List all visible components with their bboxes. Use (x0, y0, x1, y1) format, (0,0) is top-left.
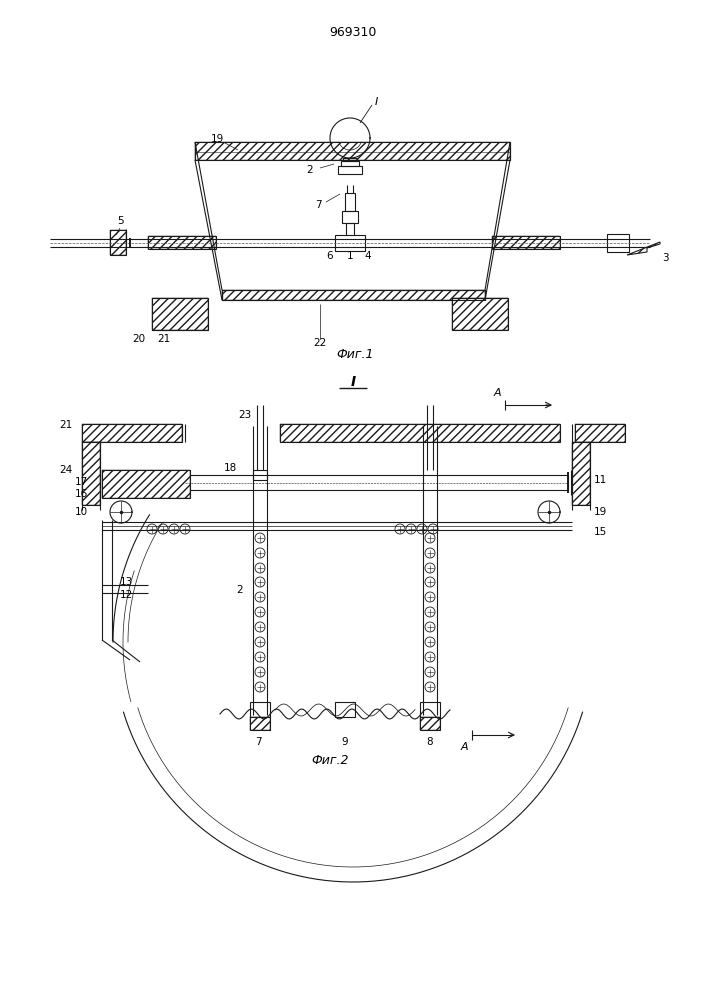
Bar (572, 442, 590, 505)
Text: 18: 18 (223, 463, 237, 473)
Bar (253, 470, 267, 480)
Text: 22: 22 (313, 338, 327, 348)
Text: 12: 12 (119, 590, 133, 600)
Bar (420, 702, 440, 717)
Bar (452, 298, 508, 330)
Text: 1: 1 (346, 251, 354, 261)
Text: 15: 15 (593, 527, 607, 537)
Bar (195, 142, 510, 160)
Bar (222, 290, 485, 300)
Bar (338, 166, 362, 174)
Bar (341, 161, 359, 166)
Bar (335, 702, 355, 717)
Bar (152, 298, 208, 330)
Text: 5: 5 (117, 216, 123, 226)
Bar (110, 230, 126, 255)
Text: 8: 8 (427, 737, 433, 747)
Text: 17: 17 (75, 477, 88, 487)
Bar (492, 236, 560, 249)
Bar (607, 234, 629, 252)
Bar (195, 142, 510, 160)
Text: 7: 7 (255, 737, 262, 747)
Text: A: A (460, 742, 468, 752)
Bar (82, 442, 100, 505)
Text: 3: 3 (662, 253, 668, 263)
Bar (492, 236, 560, 249)
Bar (185, 475, 568, 490)
Bar (148, 236, 216, 249)
Text: 21: 21 (158, 334, 170, 344)
Bar (222, 290, 485, 300)
Bar (250, 702, 270, 717)
Text: A: A (493, 388, 501, 398)
Text: 20: 20 (132, 334, 145, 344)
Text: 23: 23 (238, 410, 252, 420)
Bar (572, 442, 590, 505)
Polygon shape (627, 242, 660, 255)
Bar (420, 717, 440, 730)
Bar (82, 424, 182, 442)
Bar (342, 211, 358, 223)
Bar (110, 230, 126, 255)
Bar (343, 158, 357, 161)
Text: Фиг.2: Фиг.2 (311, 754, 349, 766)
Bar (250, 717, 270, 730)
Text: Фиг.1: Фиг.1 (337, 349, 374, 361)
Bar (82, 442, 100, 505)
Bar (148, 236, 216, 249)
Text: 24: 24 (60, 465, 73, 475)
Bar (575, 424, 625, 442)
Text: 4: 4 (365, 251, 371, 261)
Text: I: I (351, 375, 356, 389)
Bar (102, 470, 190, 498)
Text: 6: 6 (327, 251, 333, 261)
Text: 13: 13 (119, 577, 133, 587)
Text: I: I (375, 97, 378, 107)
Text: 2: 2 (237, 585, 243, 595)
Text: 19: 19 (211, 134, 223, 144)
Text: 11: 11 (593, 475, 607, 485)
Text: 7: 7 (315, 200, 321, 210)
Text: 16: 16 (75, 489, 88, 499)
Bar (102, 470, 190, 498)
Bar (345, 193, 355, 211)
Bar (335, 235, 365, 251)
Text: 10: 10 (75, 507, 88, 517)
Text: 969310: 969310 (329, 25, 377, 38)
Text: 19: 19 (593, 507, 607, 517)
Bar (575, 424, 625, 442)
Bar (420, 717, 440, 730)
Bar (280, 424, 560, 442)
Text: 9: 9 (341, 737, 349, 747)
Bar (452, 298, 508, 330)
Bar (152, 298, 208, 330)
Text: 21: 21 (59, 420, 72, 430)
Text: 2: 2 (307, 165, 313, 175)
Bar (250, 717, 270, 730)
Bar (280, 424, 560, 442)
Bar (82, 424, 182, 442)
